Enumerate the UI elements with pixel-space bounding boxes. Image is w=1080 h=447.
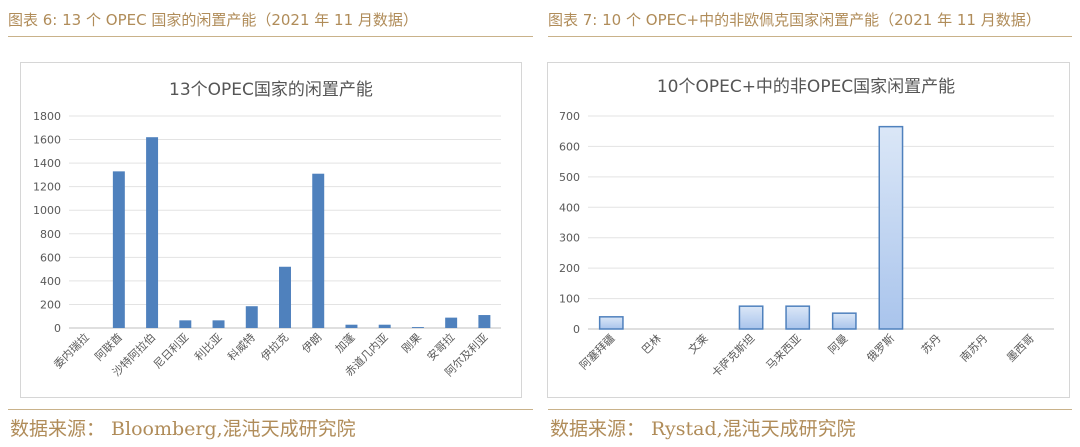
left-category-label: 伊朗 xyxy=(300,331,325,356)
right-y-tick-label: 200 xyxy=(559,262,580,275)
right-bottom-rule xyxy=(548,409,1072,410)
right-figure-caption: 图表 7: 10 个 OPEC+中的非欧佩克国家闲置产能（2021 年 11 月… xyxy=(548,11,1041,29)
right-y-tick-label: 700 xyxy=(559,110,580,123)
left-category-label: 利比亚 xyxy=(192,331,225,364)
right-category-label: 卡萨克斯坦 xyxy=(708,331,757,380)
right-category-label: 苏丹 xyxy=(919,332,944,357)
left-y-tick-label: 800 xyxy=(40,228,61,241)
right-category-label: 俄罗斯 xyxy=(864,332,897,365)
left-category-label: 尼日利亚 xyxy=(151,331,191,371)
left-y-tick-label: 1200 xyxy=(33,181,61,194)
left-bar xyxy=(212,320,225,328)
right-chart-title: 10个OPEC+中的非OPEC国家闲置产能 xyxy=(657,77,955,97)
right-category-label: 南苏丹 xyxy=(958,332,991,365)
right-caption-rule xyxy=(548,36,1072,37)
left-bottom-rule xyxy=(8,409,533,410)
right-bar xyxy=(785,305,811,330)
left-chart: 13个OPEC国家的闲置产能 0 200 400 600 800 1000 1200 1400 1… xyxy=(33,80,501,379)
left-y-tick-label: 1600 xyxy=(33,134,61,147)
left-category-label: 安哥拉 xyxy=(424,330,457,363)
left-source-note: 数据来源： Bloomberg,混沌天成研究院 xyxy=(10,418,356,440)
left-y-tick-label: 1000 xyxy=(33,204,61,217)
right-category-label: 巴林 xyxy=(639,331,664,356)
left-bar xyxy=(312,173,325,328)
left-bar xyxy=(279,266,291,328)
left-category-label: 刚果 xyxy=(399,331,424,356)
left-category-label: 委内瑞拉 xyxy=(51,330,92,371)
right-y-tick-label: 600 xyxy=(559,140,580,153)
left-y-tick-label: 1400 xyxy=(33,157,61,170)
right-bar xyxy=(878,125,904,330)
left-y-tick-label: 200 xyxy=(40,298,61,311)
left-bar xyxy=(478,315,491,328)
left-bar xyxy=(345,324,358,328)
right-category-label: 阿塞拜疆 xyxy=(576,331,617,372)
right-y-tick-label: 500 xyxy=(559,171,580,184)
left-bar xyxy=(245,306,258,328)
right-category-label: 墨西哥 xyxy=(1004,332,1037,365)
right-category-label: 文莱 xyxy=(685,331,710,356)
left-category-label: 阿联酋 xyxy=(92,330,125,363)
right-y-tick-label: 300 xyxy=(559,232,580,245)
left-bar xyxy=(445,317,458,328)
left-category-label: 伊拉克 xyxy=(258,330,291,363)
left-y-tick-label: 600 xyxy=(40,251,61,264)
left-figure-caption: 图表 6: 13 个 OPEC 国家的闲置产能（2021 年 11 月数据） xyxy=(8,11,418,29)
left-chart-panel: 13个OPEC国家的闲置产能 0 200 400 600 800 1000 1200 1400 1… xyxy=(20,62,522,398)
left-y-tick-label: 1800 xyxy=(33,110,61,123)
left-category-label: 加蓬 xyxy=(333,331,358,356)
right-chart-panel: 10个OPEC+中的非OPEC国家闲置产能 0 100 200 300 400 500 600… xyxy=(547,62,1070,398)
left-bar xyxy=(112,171,125,328)
left-y-tick-label: 400 xyxy=(40,275,61,288)
right-bar xyxy=(831,312,857,330)
left-bar xyxy=(411,327,424,328)
right-y-tick-label: 0 xyxy=(573,323,580,336)
right-y-tick-label: 400 xyxy=(559,201,580,214)
left-y-tick-label: 0 xyxy=(54,322,61,335)
right-bar xyxy=(598,316,624,330)
left-bar xyxy=(378,324,391,328)
right-y-tick-label: 100 xyxy=(559,293,580,306)
left-category-label: 科威特 xyxy=(225,330,258,363)
left-bar xyxy=(179,320,192,328)
right-chart: 10个OPEC+中的非OPEC国家闲置产能 0 100 200 300 400 500 600… xyxy=(559,77,1054,380)
right-source-note: 数据来源： Rystad,混沌天成研究院 xyxy=(550,418,856,440)
left-caption-rule xyxy=(8,36,533,37)
right-category-label: 阿曼 xyxy=(826,332,851,357)
left-bar xyxy=(146,137,159,328)
right-category-label: 马来西亚 xyxy=(764,332,804,372)
left-chart-title: 13个OPEC国家的闲置产能 xyxy=(169,80,373,100)
right-bar xyxy=(738,305,764,330)
